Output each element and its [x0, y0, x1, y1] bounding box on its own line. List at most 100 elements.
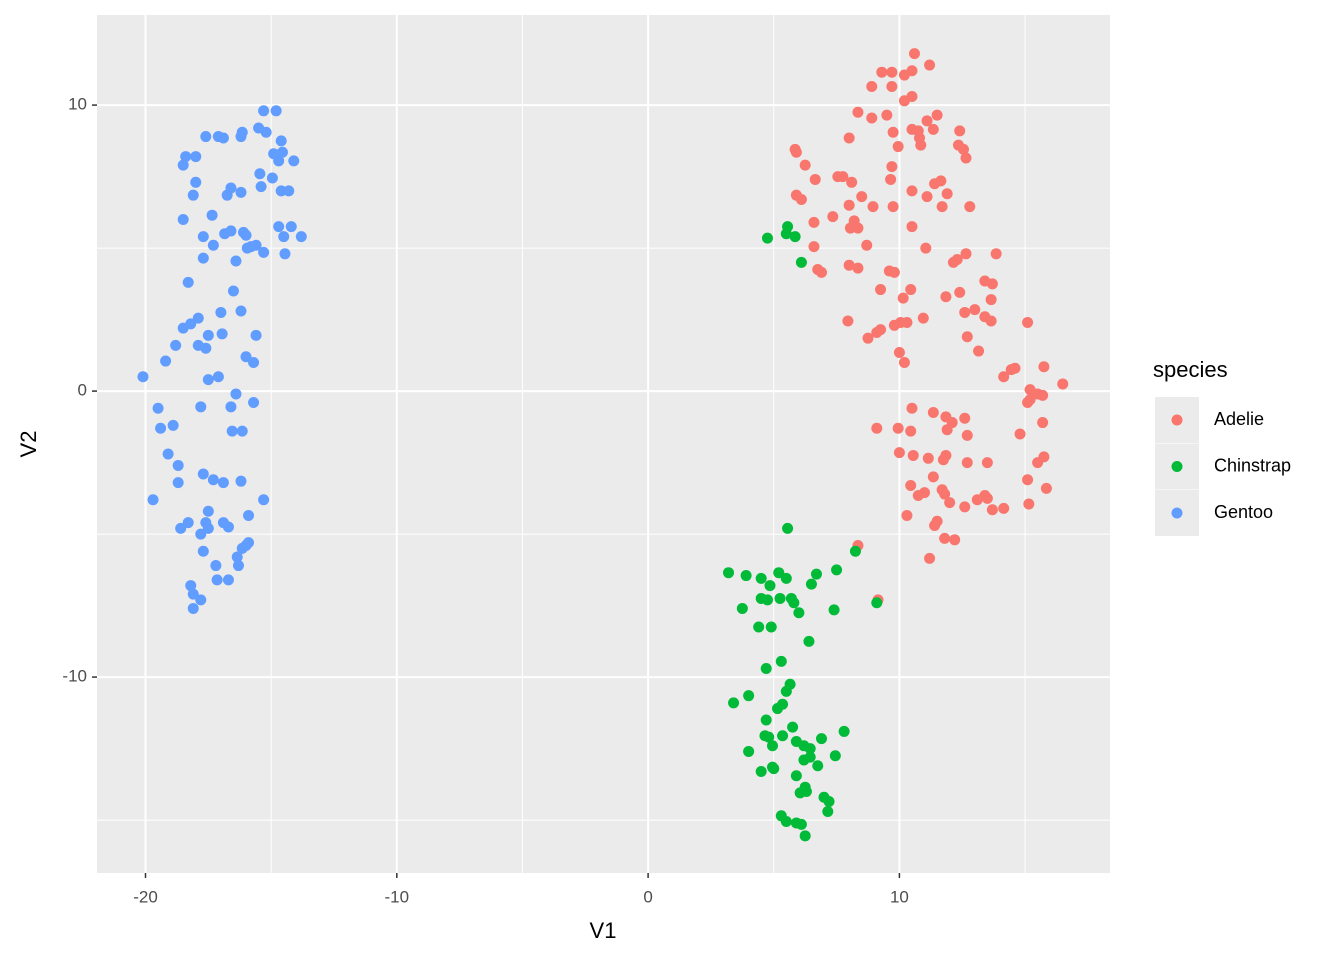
- point: [761, 594, 773, 606]
- point: [728, 697, 740, 709]
- point: [969, 304, 981, 316]
- point: [985, 315, 997, 327]
- legend: species Adelie Chinstrap Gentoo: [1153, 357, 1291, 536]
- point: [236, 126, 248, 138]
- point: [1040, 482, 1052, 494]
- point: [871, 597, 883, 609]
- point: [765, 621, 777, 633]
- point: [998, 371, 1010, 383]
- point: [250, 239, 262, 251]
- point: [816, 733, 828, 745]
- point: [295, 231, 307, 243]
- point: [892, 141, 904, 153]
- point: [805, 578, 817, 590]
- point: [207, 474, 219, 486]
- point: [273, 221, 285, 233]
- point: [973, 345, 985, 357]
- point: [192, 312, 204, 324]
- point: [222, 574, 234, 586]
- point: [248, 397, 260, 409]
- point: [867, 201, 879, 213]
- point: [804, 751, 816, 763]
- point: [906, 402, 918, 414]
- point: [961, 331, 973, 343]
- point: [829, 750, 841, 762]
- point: [258, 246, 270, 258]
- point: [866, 81, 878, 92]
- point: [998, 502, 1010, 514]
- point: [842, 315, 854, 327]
- point: [279, 248, 291, 260]
- point: [960, 248, 972, 260]
- point: [254, 168, 266, 180]
- point: [920, 242, 932, 254]
- point: [225, 225, 237, 237]
- point: [182, 276, 194, 288]
- point: [137, 371, 149, 383]
- point: [197, 545, 209, 557]
- point: [959, 306, 971, 318]
- point: [887, 201, 899, 213]
- point: [231, 551, 243, 563]
- point: [789, 231, 801, 243]
- point: [743, 745, 755, 757]
- point: [285, 221, 297, 233]
- point: [790, 770, 802, 782]
- point: [944, 497, 956, 509]
- point: [906, 91, 918, 103]
- point: [177, 159, 189, 171]
- point: [886, 66, 898, 78]
- point: [1038, 361, 1050, 373]
- point: [152, 402, 164, 414]
- point: [230, 388, 242, 400]
- point: [207, 239, 219, 251]
- point: [211, 574, 223, 586]
- point: [917, 312, 929, 324]
- point: [172, 459, 184, 471]
- point: [155, 422, 167, 434]
- point: [809, 173, 821, 185]
- point: [886, 81, 898, 92]
- point: [202, 505, 214, 517]
- point: [258, 494, 270, 506]
- point: [180, 151, 192, 163]
- point: [888, 266, 900, 278]
- point: [740, 570, 752, 582]
- point: [275, 185, 287, 197]
- point: [960, 152, 972, 164]
- legend-swatch: [1171, 507, 1183, 519]
- point: [160, 355, 172, 367]
- point: [937, 454, 949, 466]
- x-axis-title: V1: [590, 918, 617, 943]
- point: [195, 528, 207, 540]
- point: [816, 266, 828, 278]
- point: [260, 126, 272, 138]
- point: [907, 449, 919, 461]
- point: [927, 471, 939, 483]
- point: [777, 730, 789, 742]
- point: [957, 143, 969, 155]
- point: [795, 818, 807, 830]
- point: [217, 477, 229, 489]
- point: [773, 567, 785, 579]
- point: [175, 522, 187, 534]
- point: [225, 182, 237, 194]
- point: [862, 332, 874, 344]
- point: [248, 356, 260, 368]
- point: [162, 448, 174, 460]
- point: [881, 109, 893, 121]
- point: [986, 504, 998, 516]
- y-tick-label: -10: [62, 667, 87, 686]
- point: [225, 401, 237, 413]
- point: [852, 262, 864, 274]
- legend-title: species: [1153, 357, 1228, 382]
- point: [767, 740, 779, 752]
- point: [1023, 498, 1035, 510]
- point: [849, 545, 861, 557]
- point: [755, 765, 767, 777]
- point: [777, 698, 789, 710]
- point: [921, 115, 933, 127]
- point: [780, 685, 792, 697]
- point: [941, 424, 953, 436]
